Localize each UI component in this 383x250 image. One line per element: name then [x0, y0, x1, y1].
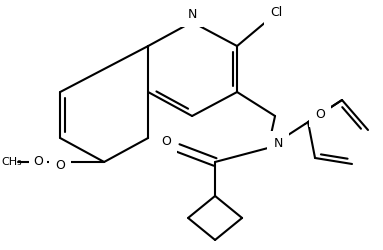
Text: N: N: [273, 138, 283, 150]
Text: O: O: [55, 160, 65, 172]
Text: Cl: Cl: [270, 6, 282, 18]
Text: O: O: [161, 136, 171, 148]
Text: N: N: [187, 8, 197, 20]
Text: CH₃: CH₃: [2, 157, 23, 167]
Text: O: O: [33, 156, 43, 168]
Text: O: O: [315, 108, 325, 120]
